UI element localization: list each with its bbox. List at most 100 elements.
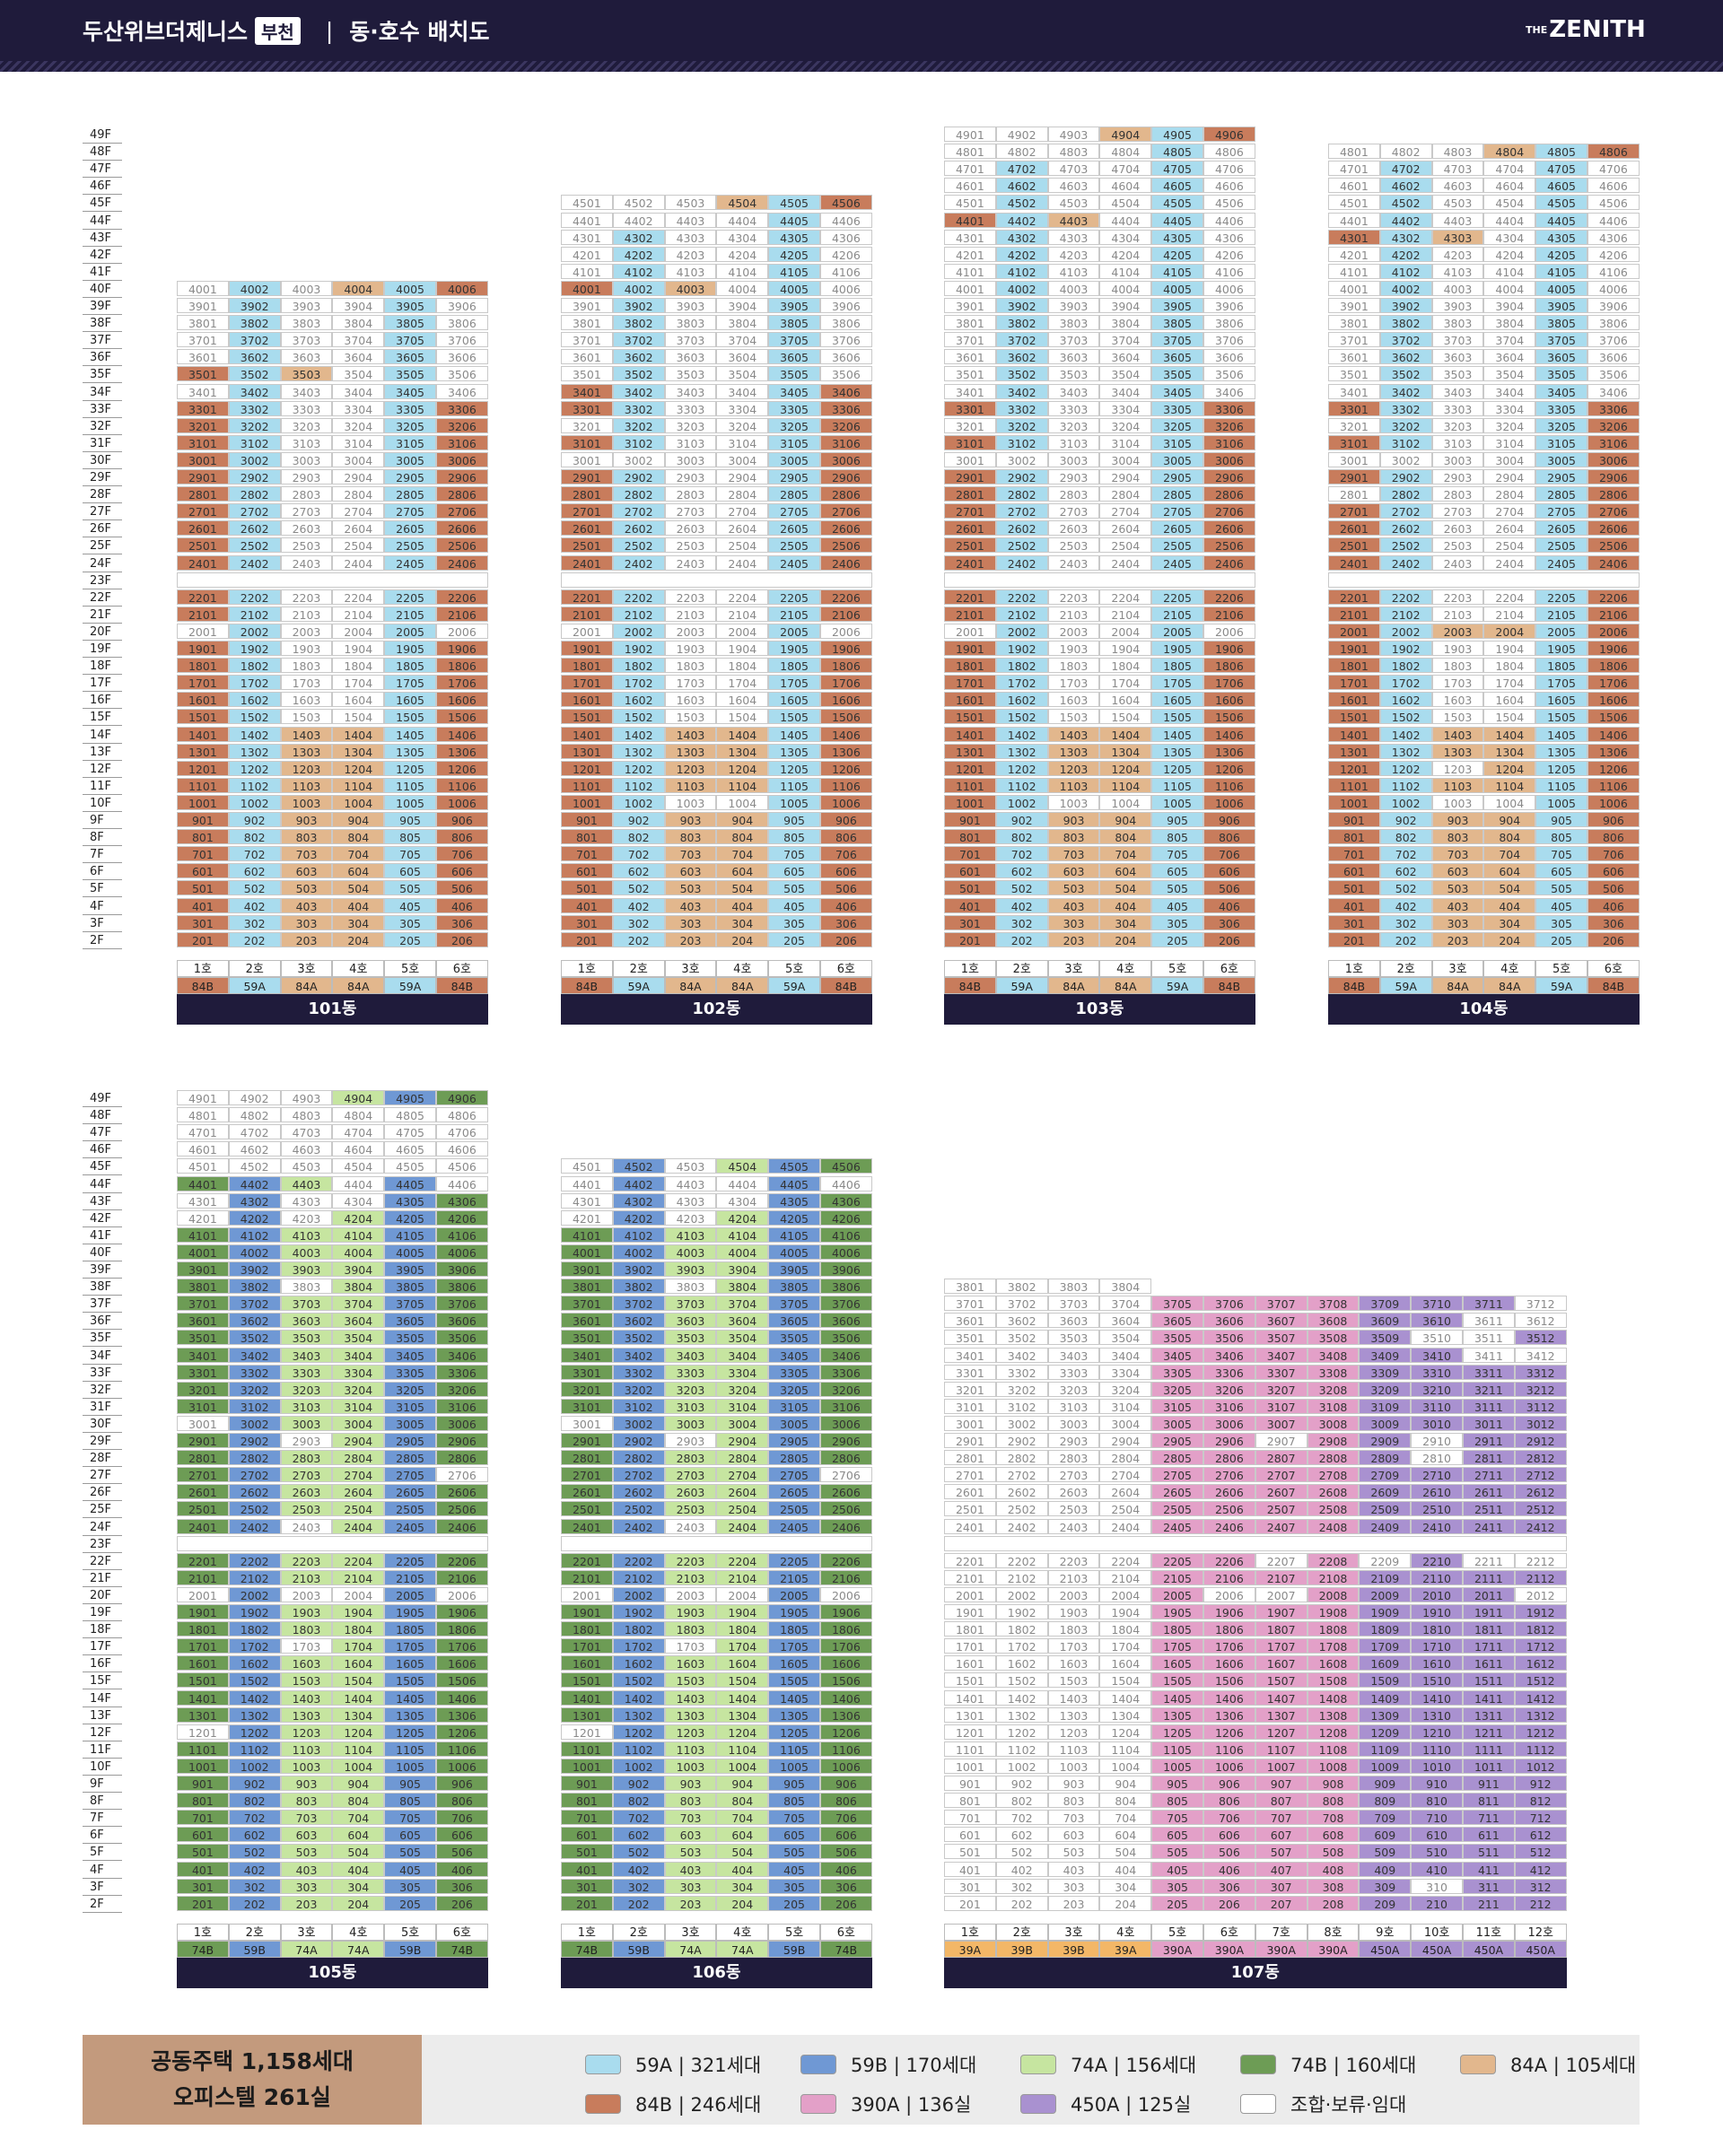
unit-cell: 301 [561, 1878, 613, 1894]
unit-cell: 2202 [612, 589, 665, 605]
unit-cell: 1803 [1047, 658, 1100, 674]
unit-cell: 2701 [561, 503, 613, 519]
unit-cell: 1611 [1463, 1655, 1515, 1672]
unit-cell: 3405 [768, 1347, 820, 1363]
logo-the: THE [1526, 24, 1548, 36]
unit-cell: 4205 [1151, 246, 1203, 262]
unit-cell: 2501 [1328, 537, 1380, 554]
unit-cell: 2405 [384, 554, 436, 571]
floor-label: 28F [83, 486, 122, 504]
unit-cell: 3005 [768, 1415, 820, 1431]
unit-cell: 901 [561, 1776, 613, 1791]
unit-cell: 705 [768, 846, 820, 862]
unit-cell: 2002 [612, 623, 665, 639]
unit-cell: 506 [436, 880, 488, 896]
unit-cell: 2905 [384, 1433, 436, 1448]
unit-cell: 3504 [332, 1330, 385, 1346]
unit-cell: 1309 [1359, 1706, 1412, 1723]
unit-cell: 3606 [1203, 349, 1255, 365]
unit-cell: 2206 [436, 1552, 488, 1568]
unit-cell: 1601 [177, 692, 229, 708]
unit-cell: 1804 [716, 1621, 769, 1637]
unit-cell: 1003 [664, 794, 717, 810]
unit-cell: 1701 [944, 1638, 996, 1654]
legend-swatch [800, 2055, 836, 2074]
unit-cell: 3001 [177, 1415, 229, 1431]
unit-cell: 4401 [561, 1175, 613, 1191]
unit-cell: 2411 [1463, 1518, 1515, 1534]
floor-label: 28F [83, 1450, 122, 1468]
unit-cell: 4503 [664, 1158, 717, 1174]
unit-number-label: 6호 [820, 959, 872, 977]
unit-cell: 1706 [1587, 675, 1640, 691]
unit-cell: 2604 [716, 520, 769, 537]
unit-cell: 3501 [1328, 366, 1380, 382]
unit-cell: 2602 [995, 520, 1048, 537]
unit-cell: 2905 [768, 1433, 820, 1448]
unit-cell: 306 [436, 1878, 488, 1894]
unit-cell: 505 [1151, 880, 1203, 896]
unit-cell: 1006 [1203, 1758, 1255, 1774]
unit-cell: 1905 [768, 1604, 820, 1619]
unit-cell: 402 [1379, 897, 1432, 913]
unit-cell: 4001 [177, 280, 229, 296]
unit-cell: 501 [944, 1844, 996, 1860]
unit-cell: 1906 [1203, 1604, 1255, 1619]
unit-cell: 705 [1151, 846, 1203, 862]
unit-cell: 2506 [1203, 1501, 1255, 1517]
unit-cell: 1706 [820, 675, 872, 691]
unit-cell: 2701 [177, 1467, 229, 1483]
unit-cell: 1305 [1151, 743, 1203, 759]
unit-cell: 4705 [1151, 161, 1203, 177]
unit-cell: 3001 [561, 1415, 613, 1431]
unit-cell: 3801 [561, 1279, 613, 1295]
unit-cell: 2906 [436, 469, 488, 484]
unit-cell: 302 [995, 1878, 1048, 1894]
legend-label: 59B | 170세대 [851, 2055, 977, 2076]
unit-cell: 2801 [561, 1450, 613, 1466]
unit-cell: 4102 [995, 263, 1048, 279]
unit-cell: 1403 [1047, 1689, 1100, 1706]
unit-cell: 1608 [1307, 1655, 1360, 1672]
unit-cell: 604 [1099, 1827, 1152, 1843]
unit-cell: 3504 [716, 366, 769, 382]
unit-cell: 1102 [612, 1741, 665, 1757]
unit-cell: 1806 [436, 658, 488, 674]
unit-number-label: 5호 [768, 959, 820, 977]
unit-cell: 605 [1151, 1827, 1203, 1843]
unit-cell: 2505 [384, 1501, 436, 1517]
unit-cell: 2004 [716, 623, 769, 639]
unit-cell: 1702 [228, 675, 281, 691]
unit-cell: 3203 [1047, 1381, 1100, 1397]
unit-cell: 3301 [177, 400, 229, 416]
unit-cell: 2606 [820, 1484, 872, 1500]
unit-cell: 201 [1328, 931, 1380, 947]
unit-cell: 4205 [768, 1209, 820, 1226]
unit-cell: 3006 [1587, 451, 1640, 467]
unit-cell: 3703 [280, 1296, 333, 1312]
unit-cell: 502 [995, 880, 1048, 896]
unit-cell: 3301 [1328, 400, 1380, 416]
unit-cell: 1903 [1431, 641, 1484, 656]
unit-cell: 4405 [384, 1175, 436, 1191]
unit-cell: 1703 [664, 675, 717, 691]
unit-cell: 1602 [612, 1655, 665, 1672]
unit-cell: 3604 [1099, 1313, 1152, 1329]
unit-cell: 1307 [1255, 1706, 1308, 1723]
unit-cell: 802 [228, 1793, 281, 1809]
unit-cell: 3902 [612, 298, 665, 313]
unit-cell: 2902 [228, 469, 281, 484]
unit-cell: 902 [612, 1776, 665, 1791]
unit-cell: 3405 [1535, 383, 1587, 399]
unit-cell: 1003 [664, 1758, 717, 1774]
unit-cell: 911 [1463, 1776, 1515, 1791]
unit-cell: 3002 [612, 1415, 665, 1431]
unit-cell: 2002 [995, 1586, 1048, 1602]
unit-cell: 4103 [664, 263, 717, 279]
unit-cell: 2404 [1099, 554, 1152, 571]
unit-cell: 2005 [768, 1586, 820, 1602]
unit-cell: 3404 [716, 383, 769, 399]
unit-cell: 3803 [664, 1279, 717, 1295]
unit-cell: 302 [228, 1878, 281, 1894]
unit-cell: 3602 [612, 349, 665, 365]
